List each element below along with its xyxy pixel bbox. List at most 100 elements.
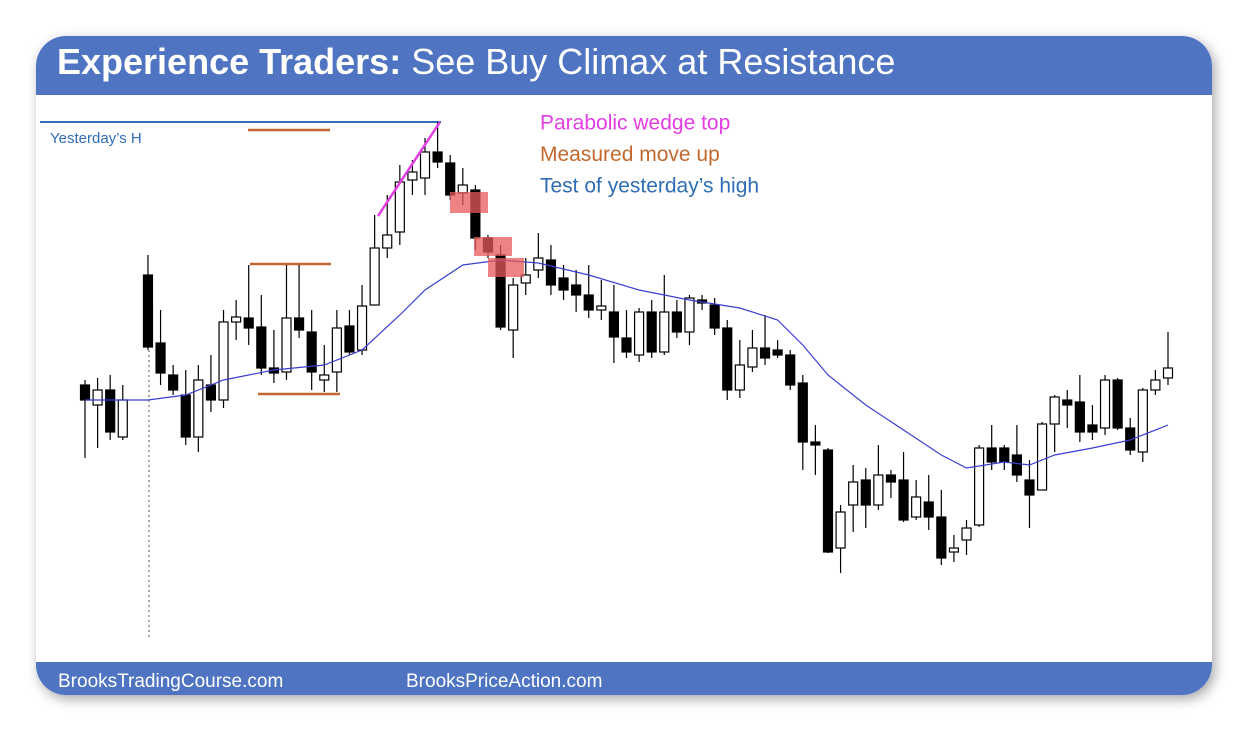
moving-average bbox=[85, 259, 1169, 469]
highlight-box bbox=[488, 258, 524, 277]
candle-body bbox=[369, 247, 380, 306]
candle-body bbox=[810, 441, 821, 446]
candle-body bbox=[92, 389, 103, 406]
candle-body bbox=[1049, 396, 1060, 425]
candle-body bbox=[772, 349, 783, 356]
candle-body bbox=[747, 347, 758, 368]
candle-body bbox=[1062, 399, 1073, 406]
candle-body bbox=[382, 234, 393, 249]
footer-right: BrooksPriceAction.com bbox=[406, 671, 602, 692]
candle-body bbox=[621, 337, 632, 353]
candle-body bbox=[911, 496, 922, 518]
candle-body bbox=[457, 184, 468, 194]
candle-body bbox=[79, 384, 91, 401]
legend: Parabolic wedge top Measured move up Test … bbox=[540, 112, 759, 198]
candle-body bbox=[432, 151, 443, 163]
candle-body bbox=[1074, 401, 1085, 433]
candle-body bbox=[671, 311, 682, 333]
highlight-box bbox=[474, 237, 512, 256]
candle-body bbox=[1011, 454, 1022, 476]
candle-body bbox=[583, 294, 594, 311]
candle-body bbox=[948, 547, 960, 553]
highlight-box bbox=[450, 192, 488, 213]
legend-entry: Test of yesterday’s high bbox=[540, 175, 759, 198]
candle-body bbox=[923, 501, 934, 518]
candle-body bbox=[797, 382, 808, 443]
candle-body bbox=[986, 447, 997, 463]
candle-body bbox=[571, 284, 582, 296]
candle-body bbox=[974, 447, 985, 526]
candle-body bbox=[419, 151, 431, 179]
legend-entry: Measured move up bbox=[540, 143, 720, 166]
footer-left: BrooksTradingCourse.com bbox=[58, 671, 283, 692]
candle-body bbox=[785, 354, 796, 386]
candle-body bbox=[684, 297, 695, 333]
candle-body bbox=[281, 317, 292, 373]
candle-body bbox=[558, 277, 569, 291]
candle-body bbox=[860, 479, 871, 506]
candle-body bbox=[999, 447, 1010, 463]
candle-body bbox=[331, 327, 342, 373]
candle-body bbox=[508, 284, 519, 331]
candle-body bbox=[1150, 379, 1161, 391]
candle-body bbox=[1125, 427, 1136, 451]
candle-body bbox=[218, 321, 229, 401]
candle-body bbox=[659, 311, 670, 353]
candle-body bbox=[243, 317, 254, 329]
candle-body bbox=[256, 326, 267, 369]
candle-body bbox=[545, 259, 557, 286]
candle-body bbox=[709, 304, 720, 329]
candle-body bbox=[1162, 367, 1174, 379]
candle-body bbox=[180, 394, 191, 438]
title-bold: Experience Traders: bbox=[57, 41, 401, 82]
candle-body bbox=[231, 316, 242, 323]
candle-body bbox=[885, 474, 897, 483]
candle-body bbox=[319, 374, 330, 381]
candle-body bbox=[193, 379, 204, 438]
candle-body bbox=[936, 516, 947, 559]
candle-body bbox=[898, 479, 909, 521]
candle-body bbox=[1024, 479, 1035, 496]
candle-body bbox=[608, 311, 620, 338]
yesterday-high-label: Yesterday’s H bbox=[50, 130, 142, 147]
candle-body bbox=[633, 311, 645, 356]
candle-body bbox=[306, 331, 317, 373]
candle-body bbox=[1112, 379, 1123, 429]
candle-body bbox=[646, 311, 657, 353]
candle-body bbox=[407, 171, 418, 181]
candle-body bbox=[873, 474, 884, 506]
candle-body bbox=[155, 342, 166, 374]
candle-body bbox=[722, 327, 733, 391]
header-bar bbox=[36, 36, 1212, 95]
candle-body bbox=[117, 399, 128, 438]
candle-body bbox=[1137, 389, 1148, 453]
candle-body bbox=[961, 527, 972, 541]
candle-body bbox=[1036, 423, 1048, 491]
candle-body bbox=[822, 449, 834, 553]
candle-body bbox=[1099, 379, 1111, 429]
candle-body bbox=[205, 384, 217, 401]
candle-body bbox=[356, 305, 368, 351]
candle-body bbox=[759, 347, 771, 359]
candle-body bbox=[1087, 424, 1098, 433]
title-rest: See Buy Climax at Resistance bbox=[411, 41, 895, 82]
candle-body bbox=[596, 305, 607, 311]
candle-body bbox=[445, 162, 456, 196]
footer-bar bbox=[36, 662, 1212, 695]
candles bbox=[79, 122, 1174, 573]
candle-body bbox=[835, 511, 846, 549]
candle-body bbox=[734, 364, 745, 391]
legend-entry: Parabolic wedge top bbox=[540, 112, 730, 135]
candle-body bbox=[168, 374, 179, 391]
wedge-line bbox=[376, 121, 442, 217]
candle-body bbox=[105, 389, 116, 433]
candle-body bbox=[848, 481, 859, 506]
title: Experience Traders: See Buy Climax at Re… bbox=[57, 41, 895, 82]
candle-body bbox=[142, 274, 154, 348]
candle-body bbox=[293, 317, 305, 331]
candle-body bbox=[520, 274, 531, 284]
slide-card bbox=[36, 36, 1212, 695]
candle-body bbox=[344, 325, 355, 353]
